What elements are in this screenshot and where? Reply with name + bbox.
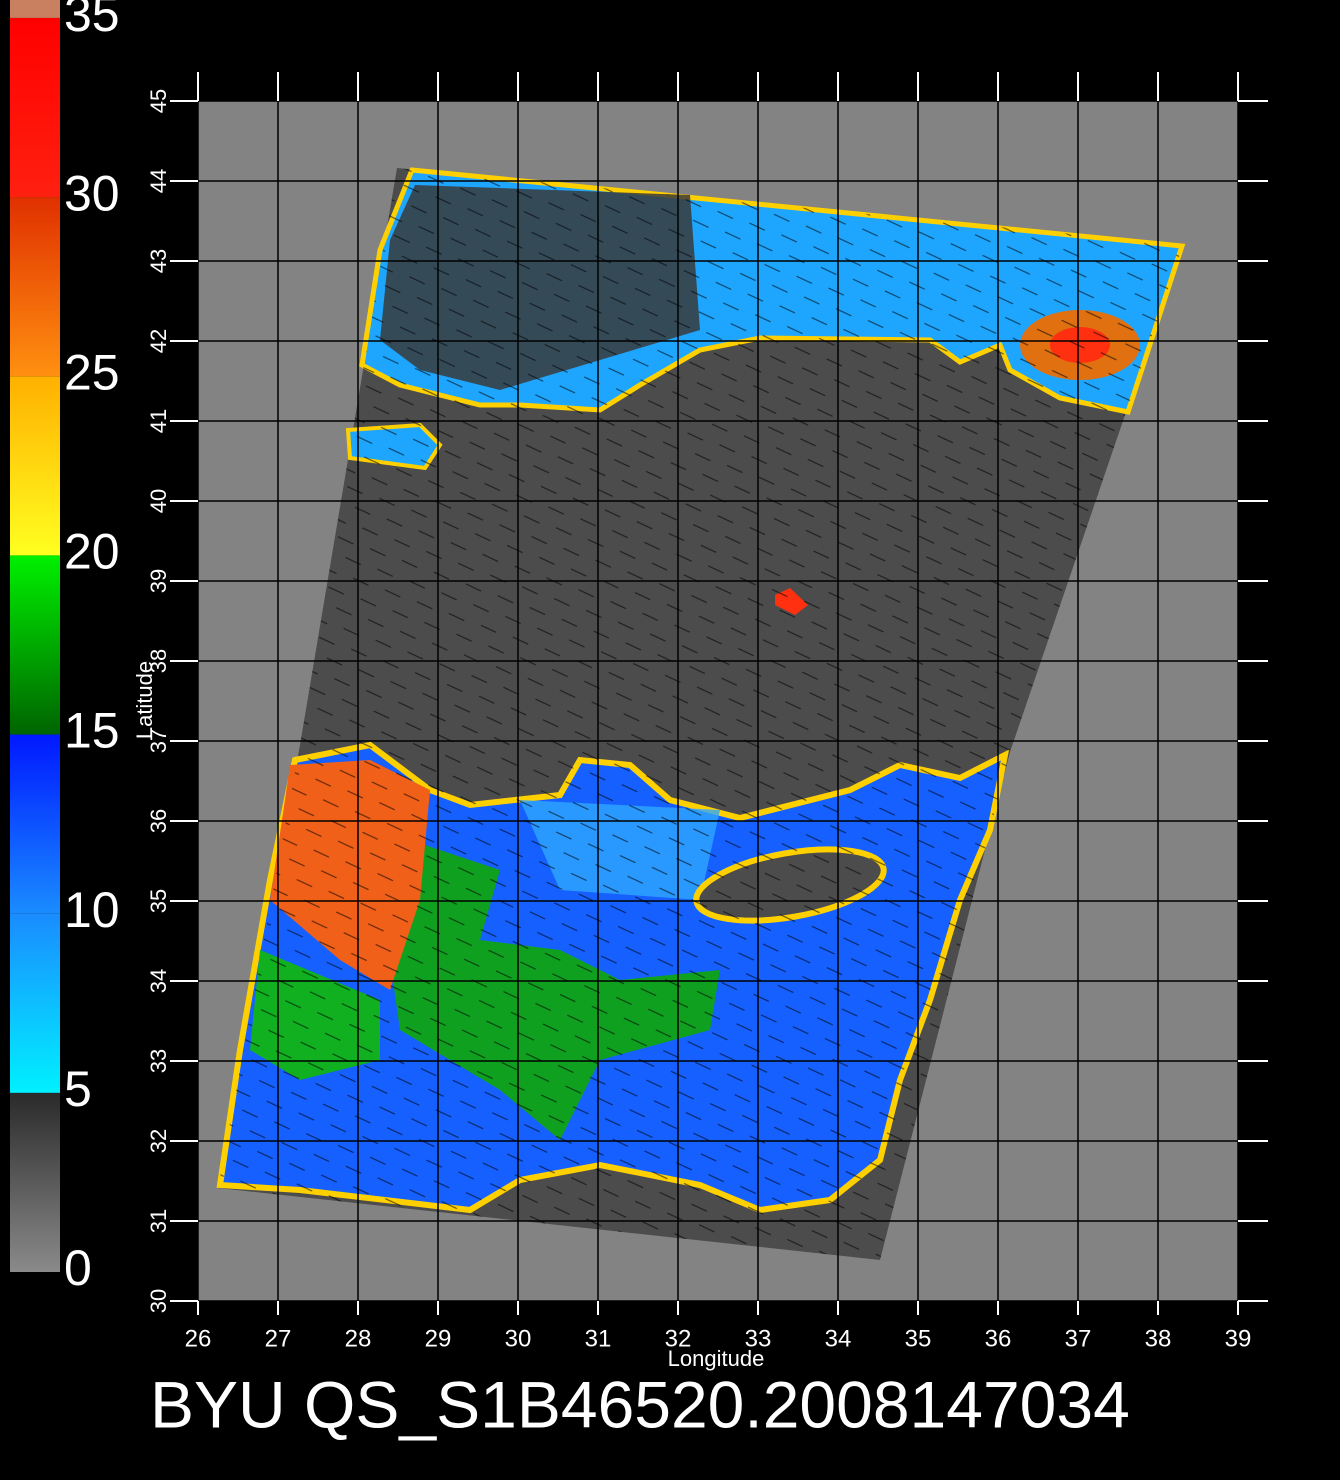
map-area — [198, 101, 1238, 1301]
y-tick-label: 30 — [146, 1289, 171, 1313]
colorbar: 0 5 10 15 20 25 30 35 — [10, 0, 120, 1296]
x-tick-label: 33 — [745, 1325, 772, 1352]
x-tick-label: 36 — [985, 1325, 1012, 1352]
colorbar-band — [10, 555, 60, 735]
colorbar-tick-label: 30 — [64, 165, 120, 221]
colorbar-band — [10, 17, 60, 198]
y-tick-label: 41 — [146, 409, 171, 433]
y-tick-label: 31 — [146, 1209, 171, 1233]
y-tick-label: 39 — [146, 569, 171, 593]
colorbar-band — [10, 197, 60, 377]
x-tick-label: 30 — [505, 1325, 532, 1352]
y-tick-label: 40 — [146, 489, 171, 513]
x-tick-label: 31 — [585, 1325, 612, 1352]
y-tick-label: 42 — [146, 329, 171, 353]
axes: 26 27 28 29 30 31 32 33 34 35 36 37 38 39 30 31 32 33 34 35… — [146, 72, 1268, 1352]
colorbar-tick-label: 35 — [64, 0, 120, 42]
colorbar-band — [10, 376, 60, 556]
y-tick-label: 44 — [146, 169, 171, 193]
title: BYU QS_S1B46520.2008147034 — [150, 1367, 1130, 1441]
colorbar-tick-label: 15 — [64, 703, 120, 759]
y-tick-label: 35 — [146, 889, 171, 913]
colorbar-tick-label: 10 — [64, 882, 120, 938]
y-tick-label: 32 — [146, 1129, 171, 1153]
x-tick-label: 35 — [905, 1325, 932, 1352]
y-tick-label: 36 — [146, 809, 171, 833]
y-tick-label: 43 — [146, 249, 171, 273]
colorbar-band — [10, 1092, 60, 1272]
x-tick-label: 26 — [185, 1325, 212, 1352]
x-tick-label: 28 — [345, 1325, 372, 1352]
colorbar-band — [10, 734, 60, 914]
x-tick-label: 32 — [665, 1325, 692, 1352]
x-tick-label: 39 — [1225, 1325, 1252, 1352]
y-tick-label: 37 — [146, 729, 171, 753]
colorbar-band — [10, 0, 60, 18]
colorbar-tick-label: 0 — [64, 1240, 92, 1296]
y-tick-label: 45 — [146, 89, 171, 113]
x-tick-label: 29 — [425, 1325, 452, 1352]
y-tick-label: 38 — [146, 649, 171, 673]
x-tick-label: 37 — [1065, 1325, 1092, 1352]
x-axis-label: Longitude — [668, 1346, 765, 1371]
y-axis-label: Latitude — [132, 661, 157, 739]
wind-vectors — [218, 168, 1183, 1260]
y-tick-label: 33 — [146, 1049, 171, 1073]
colorbar-tick-label: 25 — [64, 344, 120, 400]
x-tick-label: 38 — [1145, 1325, 1172, 1352]
x-tick-label: 34 — [825, 1325, 852, 1352]
colorbar-tick-label: 5 — [64, 1061, 92, 1117]
colorbar-tick-label: 20 — [64, 524, 120, 580]
x-tick-label: 27 — [265, 1325, 292, 1352]
colorbar-band — [10, 913, 60, 1093]
grid — [198, 101, 1238, 1301]
y-tick-label: 34 — [146, 969, 171, 993]
